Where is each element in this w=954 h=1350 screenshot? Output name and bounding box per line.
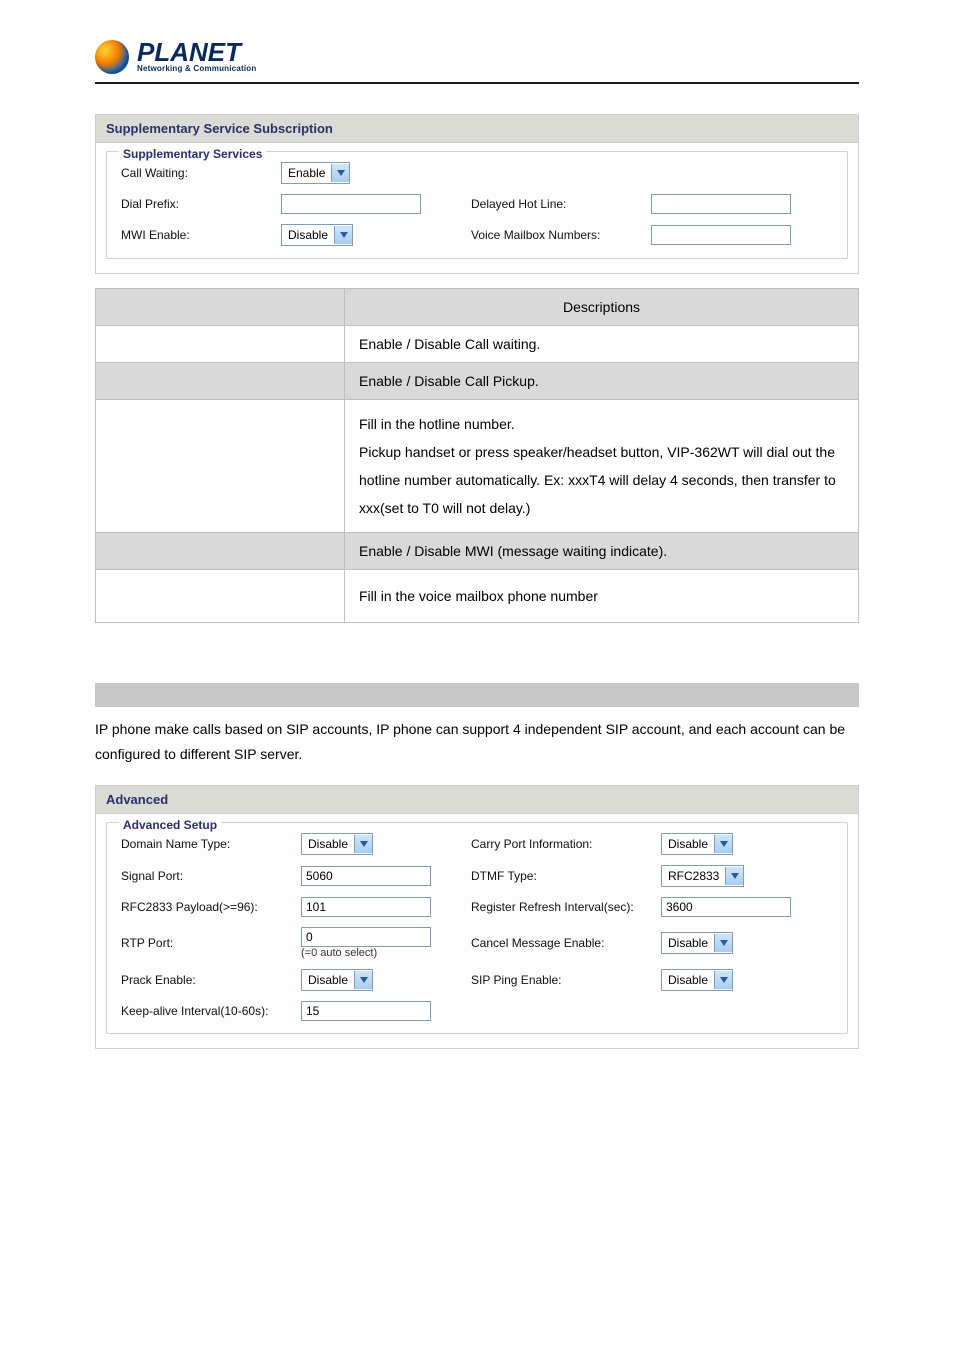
chevron-down-icon xyxy=(725,867,743,885)
advanced-fieldset: Advanced Setup Domain Name Type: Disable… xyxy=(106,822,848,1034)
dtmf-type-label: DTMF Type: xyxy=(471,869,651,883)
delayed-hot-line-label: Delayed Hot Line: xyxy=(471,197,641,211)
prack-label: Prack Enable: xyxy=(121,973,291,987)
supplementary-panel: Supplementary Service Subscription Suppl… xyxy=(95,114,859,274)
desc-header-right: Descriptions xyxy=(345,289,859,326)
body-paragraph: IP phone make calls based on SIP account… xyxy=(95,717,859,767)
rtp-port-input[interactable] xyxy=(301,927,431,947)
desc-text: Fill in the voice mailbox phone number xyxy=(345,570,859,623)
mwi-enable-select[interactable]: Disable xyxy=(281,224,353,246)
chevron-down-icon xyxy=(714,971,732,989)
advanced-legend: Advanced Setup xyxy=(119,818,221,832)
call-waiting-select[interactable]: Enable xyxy=(281,162,350,184)
rfc2833-label: RFC2833 Payload(>=96): xyxy=(121,900,291,914)
dial-prefix-label: Dial Prefix: xyxy=(121,197,271,211)
carry-port-info-label: Carry Port Information: xyxy=(471,837,651,851)
table-row: Fill in the voice mailbox phone number xyxy=(96,570,859,623)
desc-label xyxy=(96,326,345,363)
voice-mailbox-input[interactable] xyxy=(651,225,791,245)
supplementary-panel-header: Supplementary Service Subscription xyxy=(96,115,858,143)
keepalive-label: Keep-alive Interval(10-60s): xyxy=(121,1004,291,1020)
rtp-port-label: RTP Port: xyxy=(121,936,291,950)
section-divider-bar xyxy=(95,683,859,707)
dtmf-type-select[interactable]: RFC2833 xyxy=(661,865,744,887)
signal-port-input[interactable] xyxy=(301,866,431,886)
advanced-panel: Advanced Advanced Setup Domain Name Type… xyxy=(95,785,859,1049)
cancel-msg-select[interactable]: Disable xyxy=(661,932,733,954)
chevron-down-icon xyxy=(354,835,372,853)
logo-tagline: Networking & Communication xyxy=(137,64,256,73)
desc-text: Fill in the hotline number. Pickup hands… xyxy=(345,400,859,533)
chevron-down-icon xyxy=(714,835,732,853)
logo-brand: PLANET xyxy=(137,41,256,64)
cancel-msg-label: Cancel Message Enable: xyxy=(471,936,651,950)
planet-globe-icon xyxy=(95,40,129,74)
chevron-down-icon xyxy=(331,164,349,182)
chevron-down-icon xyxy=(354,971,372,989)
voice-mailbox-label: Voice Mailbox Numbers: xyxy=(471,228,641,242)
mwi-enable-value: Disable xyxy=(282,228,334,242)
register-refresh-input[interactable] xyxy=(661,897,791,917)
delayed-hot-line-input[interactable] xyxy=(651,194,791,214)
domain-name-type-select[interactable]: Disable xyxy=(301,833,373,855)
chevron-down-icon xyxy=(334,226,352,244)
table-row: Enable / Disable Call waiting. xyxy=(96,326,859,363)
dial-prefix-input[interactable] xyxy=(281,194,421,214)
chevron-down-icon xyxy=(714,934,732,952)
table-row: Enable / Disable Call Pickup. xyxy=(96,363,859,400)
desc-header-left xyxy=(96,289,345,326)
carry-port-info-select[interactable]: Disable xyxy=(661,833,733,855)
advanced-panel-header: Advanced xyxy=(96,786,858,814)
descriptions-table: Descriptions Enable / Disable Call waiti… xyxy=(95,288,859,623)
sip-ping-select[interactable]: Disable xyxy=(661,969,733,991)
sip-ping-label: SIP Ping Enable: xyxy=(471,973,651,987)
keepalive-input[interactable] xyxy=(301,1001,431,1021)
call-waiting-value: Enable xyxy=(282,166,331,180)
domain-name-type-label: Domain Name Type: xyxy=(121,837,291,851)
prack-select[interactable]: Disable xyxy=(301,969,373,991)
supplementary-fieldset: Supplementary Services Call Waiting: Ena… xyxy=(106,151,848,259)
signal-port-label: Signal Port: xyxy=(121,869,291,883)
desc-text: Enable / Disable Call Pickup. xyxy=(345,363,859,400)
desc-label xyxy=(96,533,345,570)
supplementary-legend: Supplementary Services xyxy=(119,147,266,161)
register-refresh-label: Register Refresh Interval(sec): xyxy=(471,900,651,916)
desc-label xyxy=(96,570,345,623)
table-row: Enable / Disable MWI (message waiting in… xyxy=(96,533,859,570)
mwi-enable-label: MWI Enable: xyxy=(121,228,271,242)
logo: PLANET Networking & Communication xyxy=(95,40,859,74)
call-waiting-label: Call Waiting: xyxy=(121,166,271,180)
desc-text: Enable / Disable MWI (message waiting in… xyxy=(345,533,859,570)
rtp-port-note: (=0 auto select) xyxy=(301,947,461,959)
desc-label xyxy=(96,363,345,400)
header-divider xyxy=(95,82,859,84)
rfc2833-input[interactable] xyxy=(301,897,431,917)
desc-label xyxy=(96,400,345,533)
desc-text: Enable / Disable Call waiting. xyxy=(345,326,859,363)
table-row: Fill in the hotline number. Pickup hands… xyxy=(96,400,859,533)
